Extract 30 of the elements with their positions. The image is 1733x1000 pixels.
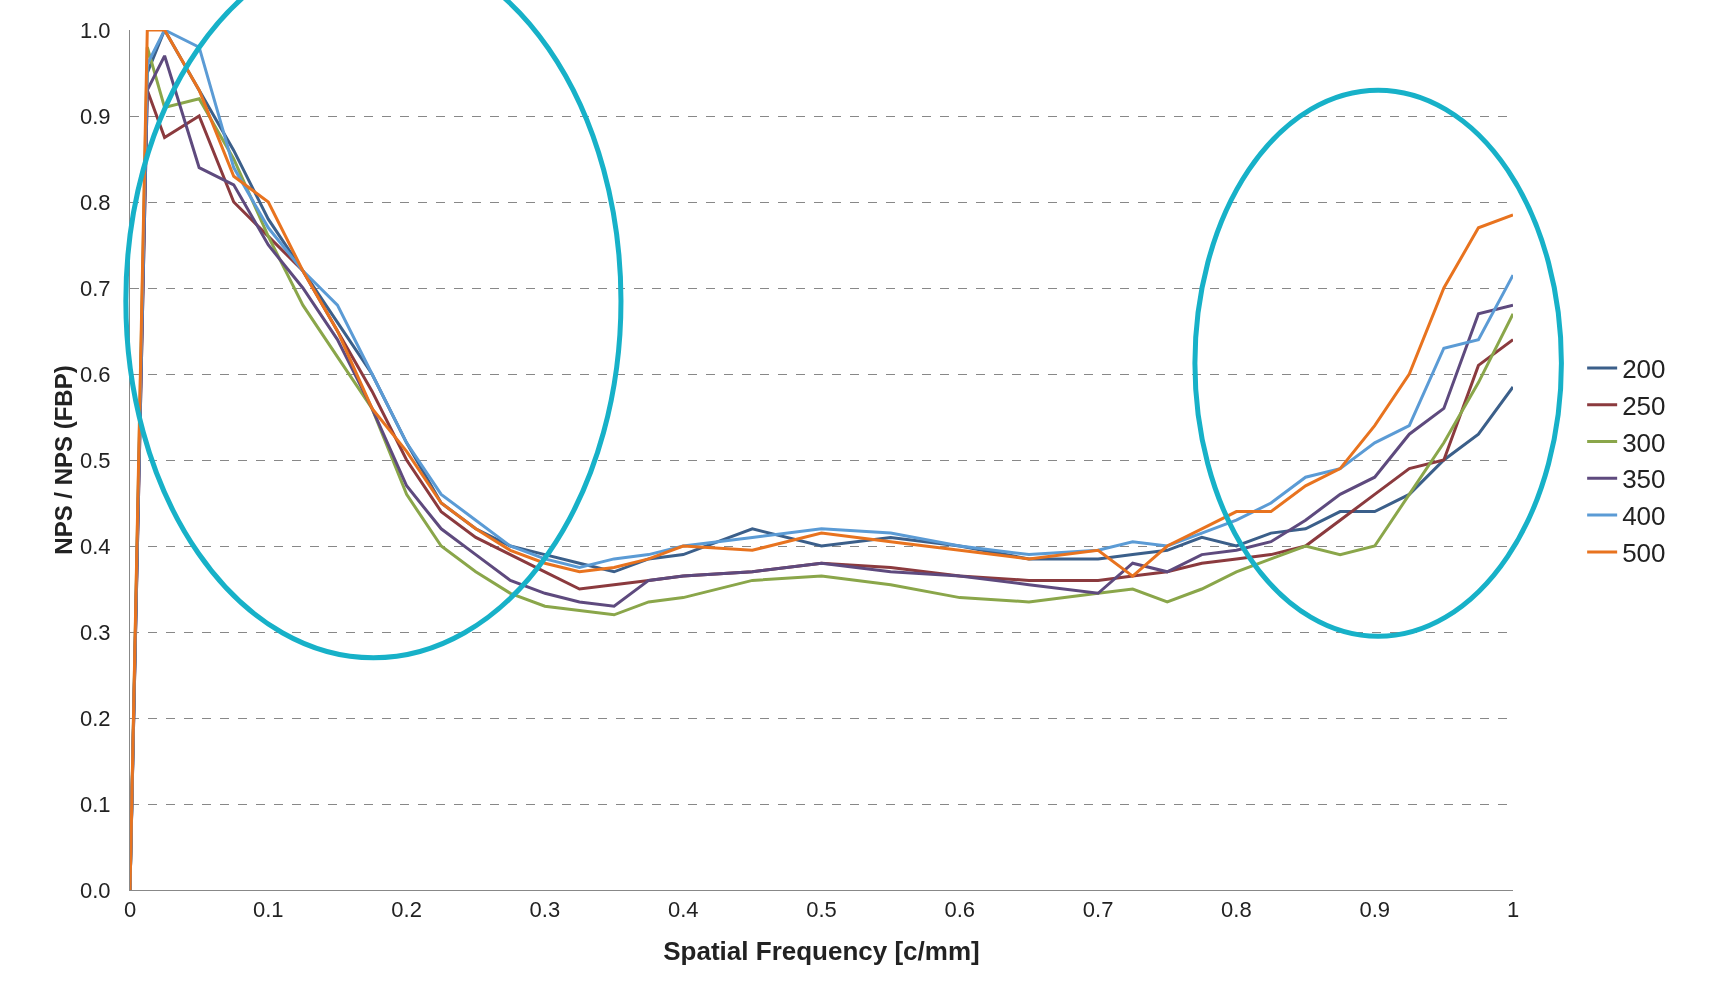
x-tick-label: 0.1 — [253, 897, 284, 923]
x-tick-label: 0.8 — [1221, 897, 1252, 923]
legend-label: 300 — [1622, 427, 1666, 458]
y-tick-label: 0.8 — [80, 189, 111, 215]
y-tick-label: 0.6 — [80, 361, 111, 387]
y-tick-label: 0.7 — [80, 275, 111, 301]
x-tick-label: 0.5 — [806, 897, 837, 923]
y-axis-title: NPS / NPS (FBP) — [50, 365, 77, 555]
y-tick-label: 0.4 — [80, 533, 111, 559]
x-axis-title: Spatial Frequency [c/mm] — [663, 936, 980, 967]
legend-label: 250 — [1622, 390, 1666, 421]
y-tick-label: 0.5 — [80, 447, 111, 473]
x-tick-label: 0.2 — [391, 897, 422, 923]
x-tick-label: 0 — [123, 897, 137, 923]
x-tick-label: 0.9 — [1359, 897, 1390, 923]
y-tick-label: 0.3 — [80, 619, 111, 645]
y-tick-label: 1.0 — [80, 17, 111, 43]
legend-label: 400 — [1622, 501, 1666, 532]
x-tick-label: 0.4 — [667, 897, 699, 923]
legend-label: 500 — [1622, 538, 1666, 569]
y-tick-label: 0.1 — [80, 791, 111, 817]
x-tick-label: 0.7 — [1082, 897, 1114, 923]
legend-label: 350 — [1622, 464, 1666, 495]
x-tick-label: 0.6 — [944, 897, 976, 923]
x-tick-label: 0.3 — [529, 897, 561, 923]
y-tick-label: 0.2 — [80, 705, 111, 731]
x-tick-label: 1 — [1506, 897, 1520, 923]
y-tick-label: 0.0 — [80, 877, 111, 903]
legend-label: 200 — [1622, 354, 1666, 385]
y-tick-label: 0.9 — [80, 103, 111, 129]
